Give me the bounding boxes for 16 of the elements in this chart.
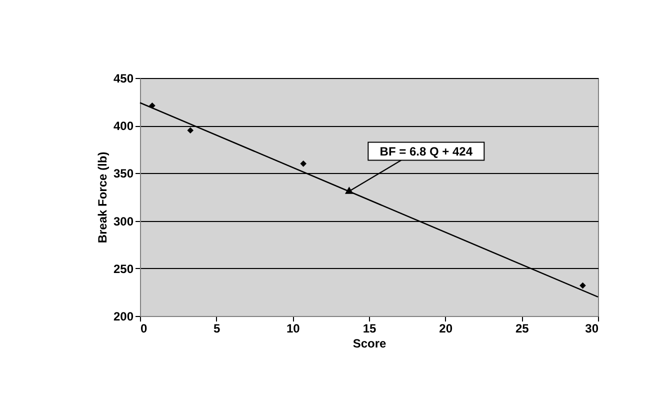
x-tick-label: 20 [439,322,453,336]
y-tick-label: 200 [113,310,134,324]
annotation: BF = 6.8 Q + 424 [380,144,473,158]
x-tick-label: 0 [140,322,148,336]
x-tick-label: 10 [286,322,300,336]
x-axis-title: Score [352,336,386,350]
y-tick-label: 250 [113,262,134,276]
x-tick-label: 15 [362,322,376,336]
y-tick-label: 400 [113,119,134,134]
y-tick-label: 350 [113,166,134,181]
y-tick-label: 300 [113,214,134,228]
y-axis-title: Break Force (lb) [95,152,110,244]
x-tick-label: 25 [515,322,530,336]
x-tick-label: 30 [585,322,599,336]
y-tick-label: 450 [113,72,134,86]
x-tick-label: 5 [213,322,220,336]
